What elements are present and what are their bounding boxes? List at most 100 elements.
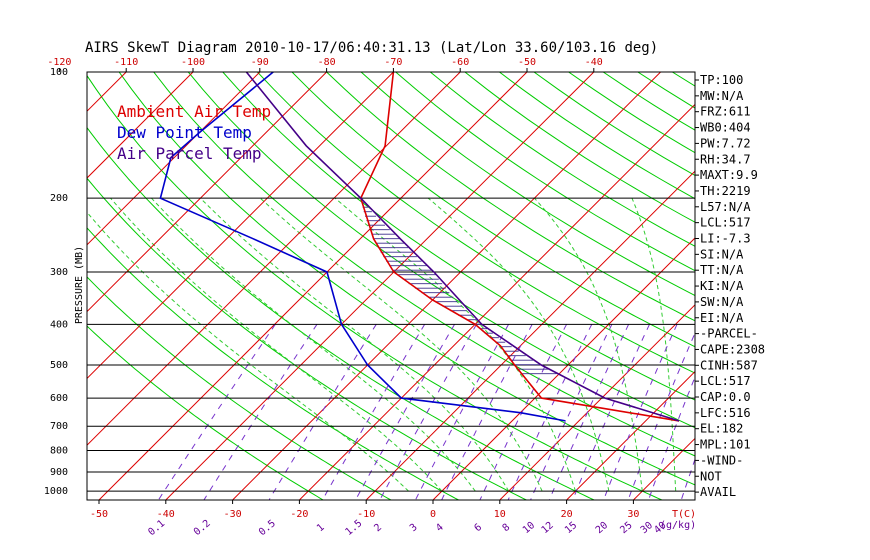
- isotherm: [87, 72, 194, 179]
- mixing-ratio-line: [548, 324, 630, 500]
- dry-adiabat: [87, 74, 663, 500]
- dry-adiabat: [87, 177, 527, 500]
- top-temp-tick-label: -100: [181, 57, 205, 68]
- bottom-temp-tick-label: -10: [357, 509, 375, 520]
- isotherm: [87, 72, 127, 112]
- mixing-ratio-label: 0.2: [192, 518, 213, 538]
- isotherm: [87, 72, 261, 246]
- isotherm: [165, 72, 595, 500]
- mixing-ratio-label: 2: [372, 522, 384, 534]
- top-temp-tick-label: -90: [251, 57, 269, 68]
- pressure-ticks: 100 200 300 400 500 600 700 800 900 1000: [44, 67, 68, 497]
- profile-line: [159, 72, 566, 422]
- index-label: CAP:0.0: [700, 390, 751, 404]
- pressure-tick-label: 800: [50, 446, 68, 457]
- top-temp-tick-label: -40: [585, 57, 603, 68]
- mixing-ratio-line: [322, 324, 426, 500]
- isotherm: [499, 304, 695, 500]
- isotherm: [767, 72, 870, 500]
- dry-adiabat: [257, 72, 695, 374]
- index-label: MAXT:9.9: [700, 168, 758, 182]
- index-label: AVAIL: [700, 485, 736, 499]
- mixing-ratio-line: [441, 324, 533, 500]
- legend: Ambient Air Temp Dew Point Temp Air Parc…: [117, 102, 271, 163]
- index-label: SW:N/A: [700, 295, 744, 309]
- legend-entry-ambient: Ambient Air Temp: [117, 102, 271, 121]
- dry-adiabat: [811, 72, 870, 500]
- mixing-ratio-unit-label: (g/kg): [660, 520, 696, 531]
- index-label: LI:-7.3: [700, 232, 751, 246]
- bottom-temp-tick-label: -50: [90, 509, 108, 520]
- index-label: L57:N/A: [700, 200, 751, 214]
- dry-adiabat: [291, 72, 695, 348]
- index-label: MW:N/A: [700, 89, 744, 103]
- mixing-ratio-label: 15: [563, 520, 579, 536]
- pressure-tick-label: 600: [50, 393, 68, 404]
- index-label: RH:34.7: [700, 152, 751, 166]
- mixing-ratio-label: 3: [408, 522, 420, 534]
- bottom-temp-tick-label: -40: [157, 509, 175, 520]
- index-label: FRZ:611: [700, 105, 751, 119]
- dry-adiabat: [118, 72, 695, 486]
- isotherm: [87, 72, 327, 313]
- dry-adiabat: [87, 126, 595, 500]
- dry-adiabat: [326, 72, 695, 322]
- bottom-temp-tick-label: 0: [430, 509, 436, 520]
- dry-adiabat: [776, 72, 870, 500]
- legend-entry-dewpoint: Dew Point Temp: [117, 123, 252, 142]
- index-label: CAPE:2308: [700, 342, 765, 356]
- isotherm: [87, 72, 394, 380]
- mixing-ratio-label: 1.5: [343, 518, 364, 538]
- bottom-temp-tick-label: 20: [561, 509, 573, 520]
- bottom-temp-tick-label: -20: [290, 509, 308, 520]
- top-temp-tick-label: -110: [114, 57, 138, 68]
- index-label: SI:N/A: [700, 247, 744, 261]
- legend-entry-parcel: Air Parcel Temp: [117, 144, 262, 163]
- mixing-ratio-line: [157, 324, 276, 500]
- index-label: TH:2219: [700, 184, 751, 198]
- dry-adiabat: [845, 72, 870, 500]
- pressure-tick-label: 900: [50, 467, 68, 478]
- bottom-temperature-ticks: -50 -40 -30 -20 -10 0 10 20 30: [90, 500, 639, 520]
- top-temp-tick-label: -60: [451, 57, 469, 68]
- bottom-temp-tick-label: 30: [627, 509, 639, 520]
- index-label: TP:100: [700, 73, 743, 87]
- index-label: EI:N/A: [700, 311, 744, 325]
- mixing-ratio-line: [507, 324, 593, 500]
- top-temp-tick-label: -80: [318, 57, 336, 68]
- dry-adiabat: [429, 72, 695, 247]
- dry-adiabat: [637, 72, 695, 109]
- top-temp-tick-label: -50: [518, 57, 536, 68]
- isotherm: [834, 72, 870, 500]
- moist-adiabat: [87, 211, 409, 492]
- index-label: CINH:587: [700, 358, 758, 372]
- pressure-tick-label: 300: [50, 267, 68, 278]
- isotherm: [0, 72, 59, 500]
- mixing-ratio-line: [414, 324, 510, 500]
- dry-adiabat: [222, 72, 695, 401]
- mixing-ratio-label: 6: [472, 522, 484, 534]
- bottom-temp-tick-label: 10: [494, 509, 506, 520]
- y-axis-label: PRESSURE (MB): [74, 246, 85, 324]
- mixing-ratio-label: 20: [594, 520, 610, 536]
- background-lines: [0, 72, 870, 500]
- pressure-tick-label: 200: [50, 193, 68, 204]
- moist-adiabat: [427, 197, 610, 492]
- mixing-ratio-line: [627, 331, 695, 500]
- mixing-ratio-label: 0.5: [257, 518, 278, 538]
- isotherm: [566, 370, 695, 500]
- mixing-ratio-line: [203, 324, 318, 500]
- index-label: NOT: [700, 469, 722, 483]
- mixing-ratio-line: [268, 324, 377, 500]
- mixing-ratio-line: [379, 324, 478, 500]
- moist-adiabat: [259, 197, 543, 492]
- index-label: WB0:404: [700, 121, 751, 135]
- mixing-ratio-line: [530, 324, 613, 500]
- top-temperature-ticks: -120 -110 -100 -90 -80 -70 -60 -50 -40: [47, 57, 603, 72]
- index-label: -WIND-: [700, 453, 743, 467]
- dry-adiabat: [187, 72, 695, 429]
- isotherm: [432, 237, 695, 500]
